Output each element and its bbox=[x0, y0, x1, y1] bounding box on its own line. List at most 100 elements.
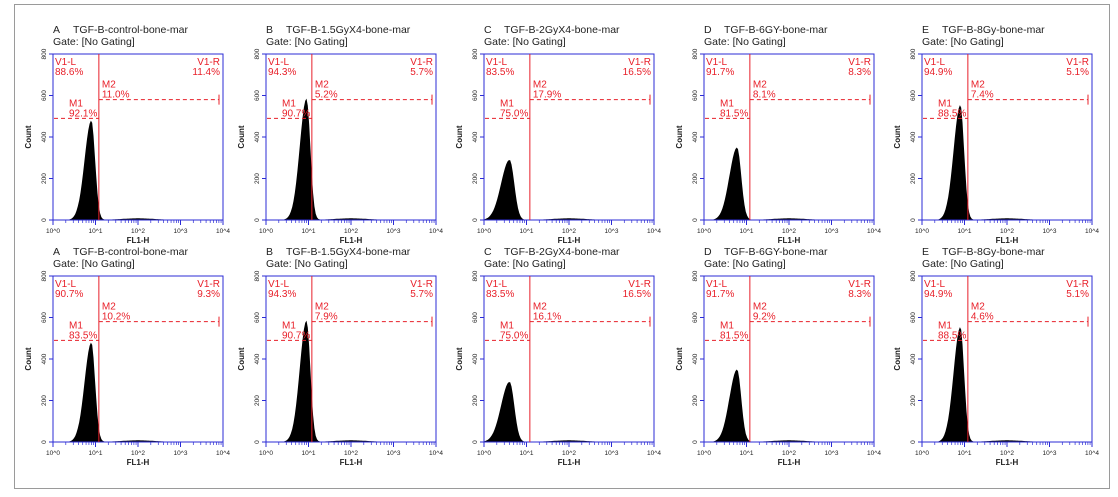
v1-r-value: 5.7% bbox=[410, 289, 433, 300]
v1-r-value: 5.1% bbox=[1066, 289, 1089, 300]
x-axis-label: FL1-H bbox=[558, 458, 581, 467]
y-tick-label: 600 bbox=[472, 90, 479, 101]
x-tick-label: 10^2 bbox=[782, 450, 796, 457]
y-tick-label: 200 bbox=[254, 173, 261, 184]
panel-title: TGF-B-2GyX4-bone-mar bbox=[504, 24, 620, 36]
y-tick-label: 0 bbox=[472, 218, 479, 222]
y-tick-label: 200 bbox=[692, 395, 699, 406]
x-tick-label: 10^2 bbox=[1000, 228, 1014, 235]
v1-r-label: V1-R bbox=[848, 57, 871, 68]
v1-l-label: V1-L bbox=[268, 57, 290, 68]
gate-label: Gate: [No Gating] bbox=[922, 36, 1004, 48]
m2-value: 7.4% bbox=[971, 90, 994, 101]
v1-l-label: V1-L bbox=[706, 279, 728, 290]
gate-label: Gate: [No Gating] bbox=[704, 258, 786, 270]
x-tick-label: 10^2 bbox=[1000, 450, 1014, 457]
y-axis-label: Count bbox=[24, 125, 33, 148]
gate-label: Gate: [No Gating] bbox=[266, 36, 348, 48]
plot-frame bbox=[265, 53, 437, 221]
histogram-area bbox=[922, 327, 1092, 442]
y-tick-label: 400 bbox=[910, 131, 917, 142]
v1-r-label: V1-R bbox=[410, 57, 433, 68]
histogram-area bbox=[53, 342, 223, 442]
histogram-area bbox=[484, 160, 654, 220]
x-axis-label: FL1-H bbox=[996, 236, 1019, 245]
x-tick-label: 10^3 bbox=[387, 228, 401, 235]
y-axis-label: Count bbox=[237, 347, 246, 370]
m1-label: M1 bbox=[282, 98, 296, 109]
m1-label: M1 bbox=[69, 98, 83, 109]
x-tick-label: 10^1 bbox=[302, 228, 316, 235]
panel-letter: D bbox=[704, 246, 712, 258]
v1-l-value: 94.3% bbox=[268, 289, 296, 300]
v1-r-label: V1-R bbox=[1066, 279, 1089, 290]
m2-label: M2 bbox=[971, 302, 985, 313]
x-tick-label: 10^4 bbox=[647, 450, 661, 457]
y-tick-label: 400 bbox=[472, 131, 479, 142]
m2-value: 5.2% bbox=[315, 90, 338, 101]
v1-r-label: V1-R bbox=[628, 279, 651, 290]
panel-letter: B bbox=[266, 24, 273, 36]
m2-value: 9.2% bbox=[753, 312, 776, 323]
panel-title: TGF-B-control-bone-mar bbox=[73, 24, 188, 36]
v1-l-value: 91.7% bbox=[706, 289, 734, 300]
v1-l-value: 94.9% bbox=[924, 289, 952, 300]
histogram-area bbox=[53, 120, 223, 220]
x-tick-label: 10^1 bbox=[520, 228, 534, 235]
y-tick-label: 200 bbox=[472, 173, 479, 184]
x-tick-label: 10^1 bbox=[958, 450, 972, 457]
x-tick-label: 10^0 bbox=[477, 228, 491, 235]
m2-value: 7.9% bbox=[315, 312, 338, 323]
m1-value: 90.7% bbox=[282, 108, 310, 119]
v1-l-label: V1-L bbox=[924, 57, 946, 68]
x-tick-label: 10^3 bbox=[174, 228, 188, 235]
v1-l-label: V1-L bbox=[268, 279, 290, 290]
x-tick-label: 10^3 bbox=[825, 450, 839, 457]
m1-value: 81.5% bbox=[720, 108, 748, 119]
y-tick-label: 0 bbox=[41, 218, 48, 222]
x-tick-label: 10^1 bbox=[89, 450, 103, 457]
x-axis-label: FL1-H bbox=[558, 236, 581, 245]
y-tick-label: 600 bbox=[41, 312, 48, 323]
m1-value: 81.5% bbox=[720, 330, 748, 341]
v1-l-value: 90.7% bbox=[55, 289, 83, 300]
m2-label: M2 bbox=[753, 80, 767, 91]
y-tick-label: 200 bbox=[692, 173, 699, 184]
y-tick-label: 600 bbox=[692, 312, 699, 323]
panel-title: TGF-B-1.5GyX4-bone-mar bbox=[286, 246, 411, 258]
gate-label: Gate: [No Gating] bbox=[53, 258, 135, 270]
m1-label: M1 bbox=[500, 98, 514, 109]
plot-frame bbox=[52, 53, 224, 221]
m2-label: M2 bbox=[315, 80, 329, 91]
x-tick-label: 10^0 bbox=[915, 450, 929, 457]
v1-r-label: V1-R bbox=[197, 57, 220, 68]
v1-r-value: 16.5% bbox=[623, 289, 651, 300]
v1-r-value: 8.3% bbox=[848, 67, 871, 78]
panel-letter: E bbox=[922, 24, 929, 36]
x-tick-label: 10^0 bbox=[477, 450, 491, 457]
y-tick-label: 0 bbox=[692, 218, 699, 222]
y-axis-label: Count bbox=[455, 125, 464, 148]
x-tick-label: 10^1 bbox=[302, 450, 316, 457]
v1-r-value: 11.4% bbox=[192, 67, 220, 78]
m1-value: 75.0% bbox=[500, 330, 528, 341]
x-axis-label: FL1-H bbox=[996, 458, 1019, 467]
v1-r-value: 16.5% bbox=[623, 67, 651, 78]
x-tick-label: 10^4 bbox=[1085, 450, 1099, 457]
x-tick-label: 10^4 bbox=[867, 228, 881, 235]
v1-l-label: V1-L bbox=[706, 57, 728, 68]
x-tick-label: 10^2 bbox=[131, 450, 145, 457]
y-tick-label: 800 bbox=[910, 270, 917, 281]
v1-l-value: 83.5% bbox=[486, 67, 514, 78]
x-tick-label: 10^1 bbox=[740, 450, 754, 457]
m2-value: 4.6% bbox=[971, 312, 994, 323]
m1-value: 90.7% bbox=[282, 330, 310, 341]
y-axis-label: Count bbox=[675, 347, 684, 370]
gate-label: Gate: [No Gating] bbox=[704, 36, 786, 48]
x-tick-label: 10^1 bbox=[958, 228, 972, 235]
m2-label: M2 bbox=[753, 302, 767, 313]
v1-r-value: 5.7% bbox=[410, 67, 433, 78]
